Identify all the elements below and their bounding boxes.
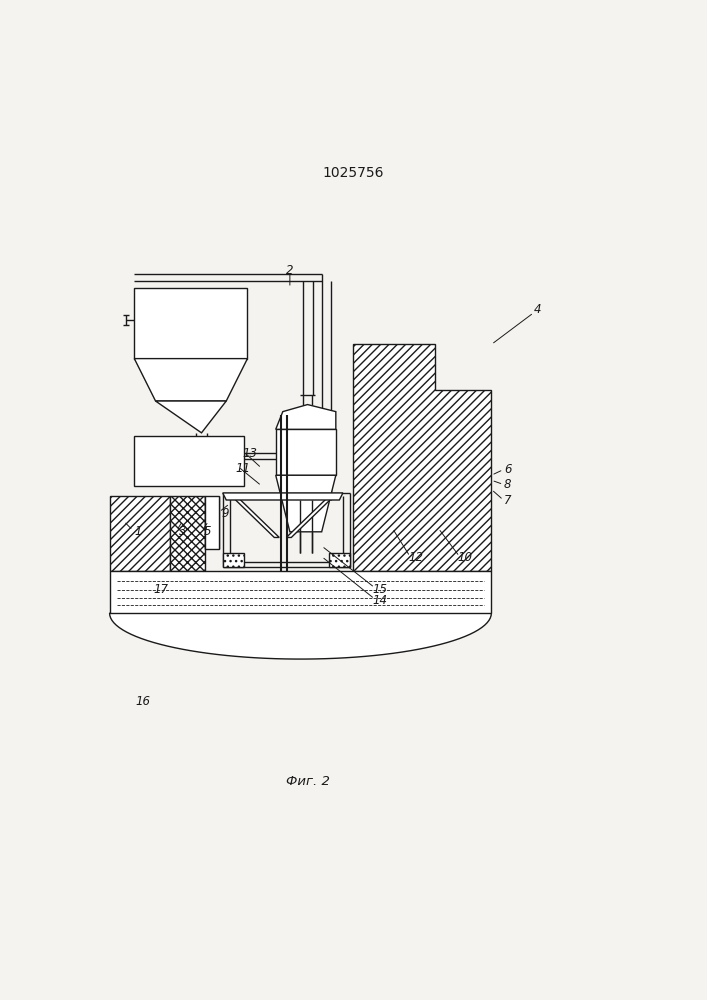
Polygon shape — [110, 571, 491, 613]
Polygon shape — [134, 359, 247, 401]
Polygon shape — [205, 496, 219, 549]
Text: Фиг. 2: Фиг. 2 — [286, 775, 329, 788]
Polygon shape — [354, 344, 491, 571]
Text: 13: 13 — [242, 447, 257, 460]
Polygon shape — [286, 494, 336, 537]
Polygon shape — [276, 475, 336, 532]
Polygon shape — [156, 401, 226, 433]
Bar — [134, 436, 244, 486]
Text: 17: 17 — [153, 583, 169, 596]
Text: 1025756: 1025756 — [323, 166, 384, 180]
Polygon shape — [329, 553, 350, 567]
Text: 8: 8 — [504, 478, 511, 491]
Text: 16: 16 — [135, 695, 151, 708]
Text: 9: 9 — [221, 507, 228, 520]
Text: 14: 14 — [373, 594, 388, 607]
Polygon shape — [230, 494, 279, 537]
Text: 1: 1 — [134, 525, 141, 538]
Polygon shape — [110, 496, 170, 571]
Text: 7: 7 — [504, 493, 511, 506]
Polygon shape — [170, 496, 205, 571]
Bar — [134, 288, 247, 359]
Polygon shape — [110, 613, 491, 659]
Text: 5: 5 — [204, 525, 211, 538]
Text: 2: 2 — [286, 264, 293, 277]
Text: 11: 11 — [235, 462, 250, 475]
Polygon shape — [223, 553, 244, 567]
Text: 15: 15 — [373, 583, 388, 596]
Text: 3: 3 — [179, 525, 186, 538]
Text: 12: 12 — [408, 551, 423, 564]
Bar — [276, 429, 336, 475]
Text: 6: 6 — [504, 463, 511, 476]
Text: 10: 10 — [457, 551, 473, 564]
Text: 4: 4 — [534, 303, 541, 316]
Polygon shape — [276, 405, 336, 429]
Polygon shape — [223, 493, 343, 500]
